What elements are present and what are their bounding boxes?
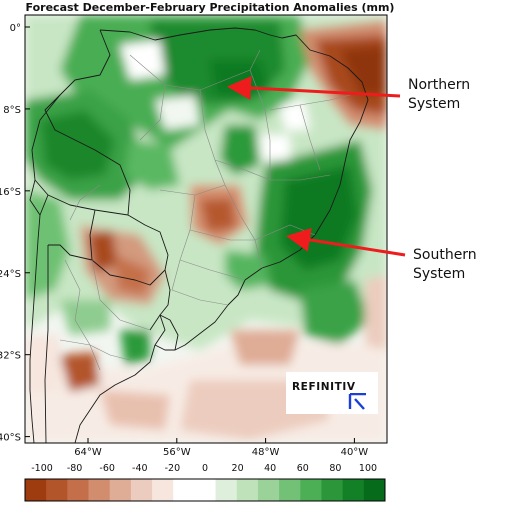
southern-system-label: Southern System [413, 246, 477, 284]
lat-tick-label: 0° [10, 23, 21, 34]
lon-tick-label: 48°W [252, 447, 280, 458]
colorbar-swatch [236, 479, 259, 501]
northern-system-arrow [227, 75, 401, 100]
refinitiv-logo: REFINITIV [286, 372, 378, 414]
map-title: Forecast December-February Precipitation… [25, 1, 395, 14]
lon-tick-label: 64°W [74, 447, 102, 458]
colorbar [24, 478, 386, 502]
colorbar-swatch [194, 479, 216, 501]
colorbar-swatch [173, 479, 195, 501]
lat-tick-label: 16°S [0, 187, 21, 198]
latitude-axis: 0° 8°S 16°S 24°S 32°S 40°S [0, 23, 30, 444]
colorbar-swatch [279, 479, 301, 501]
refinitiv-mark-icon [348, 393, 366, 410]
southern-system-line2: System [413, 266, 466, 282]
colorbar-labels: -100 -80 -60 -40 -20 0 20 40 60 80 100 [31, 463, 377, 474]
colorbar-tick-label: -60 [99, 463, 115, 474]
lon-tick-label: 40°W [341, 447, 369, 458]
lat-tick-label: 8°S [3, 105, 21, 116]
colorbar-swatch [215, 479, 238, 501]
colorbar-swatch [257, 479, 280, 501]
lat-tick-label: 24°S [0, 269, 21, 280]
colorbar-swatch [363, 479, 386, 501]
colorbar-tick-label: -40 [132, 463, 148, 474]
colorbar-tick-label: 40 [264, 463, 276, 474]
colorbar-swatch [130, 479, 153, 501]
colorbar-swatch [152, 479, 174, 501]
northern-system-line1: Northern [408, 77, 471, 93]
colorbar-swatch [67, 479, 89, 501]
colorbar-swatch [25, 479, 47, 501]
colorbar-swatch [46, 479, 68, 501]
colorbar-tick-label: 20 [232, 463, 244, 474]
lon-tick-label: 56°W [163, 447, 191, 458]
colorbar-tick-label: 60 [297, 463, 309, 474]
colorbar-swatch [342, 479, 365, 501]
northern-system-line2: System [408, 96, 461, 112]
colorbar-swatch [300, 479, 322, 501]
colorbar-swatch [88, 479, 111, 501]
colorbar-tick-label: 80 [329, 463, 341, 474]
colorbar-tick-label: -20 [165, 463, 181, 474]
northern-system-label: Northern System [408, 76, 470, 114]
lat-tick-label: 40°S [0, 433, 21, 444]
colorbar-frame [24, 478, 386, 502]
colorbar-swatch [109, 479, 132, 501]
map-frame [24, 14, 388, 444]
anomaly-field [25, 15, 387, 443]
longitude-axis: 64°W 56°W 48°W 40°W [74, 438, 368, 458]
southern-system-arrow [286, 227, 406, 257]
colorbar-tick-label: -100 [31, 463, 53, 474]
colorbar-tick-label: -80 [67, 463, 83, 474]
colorbar-tick-label: 100 [359, 463, 377, 474]
colorbar-tick-label: 0 [202, 463, 208, 474]
southern-system-line1: Southern [413, 247, 477, 263]
colorbar-swatch [321, 479, 344, 501]
logo-text: REFINITIV [292, 381, 356, 393]
lat-tick-label: 32°S [0, 351, 21, 362]
